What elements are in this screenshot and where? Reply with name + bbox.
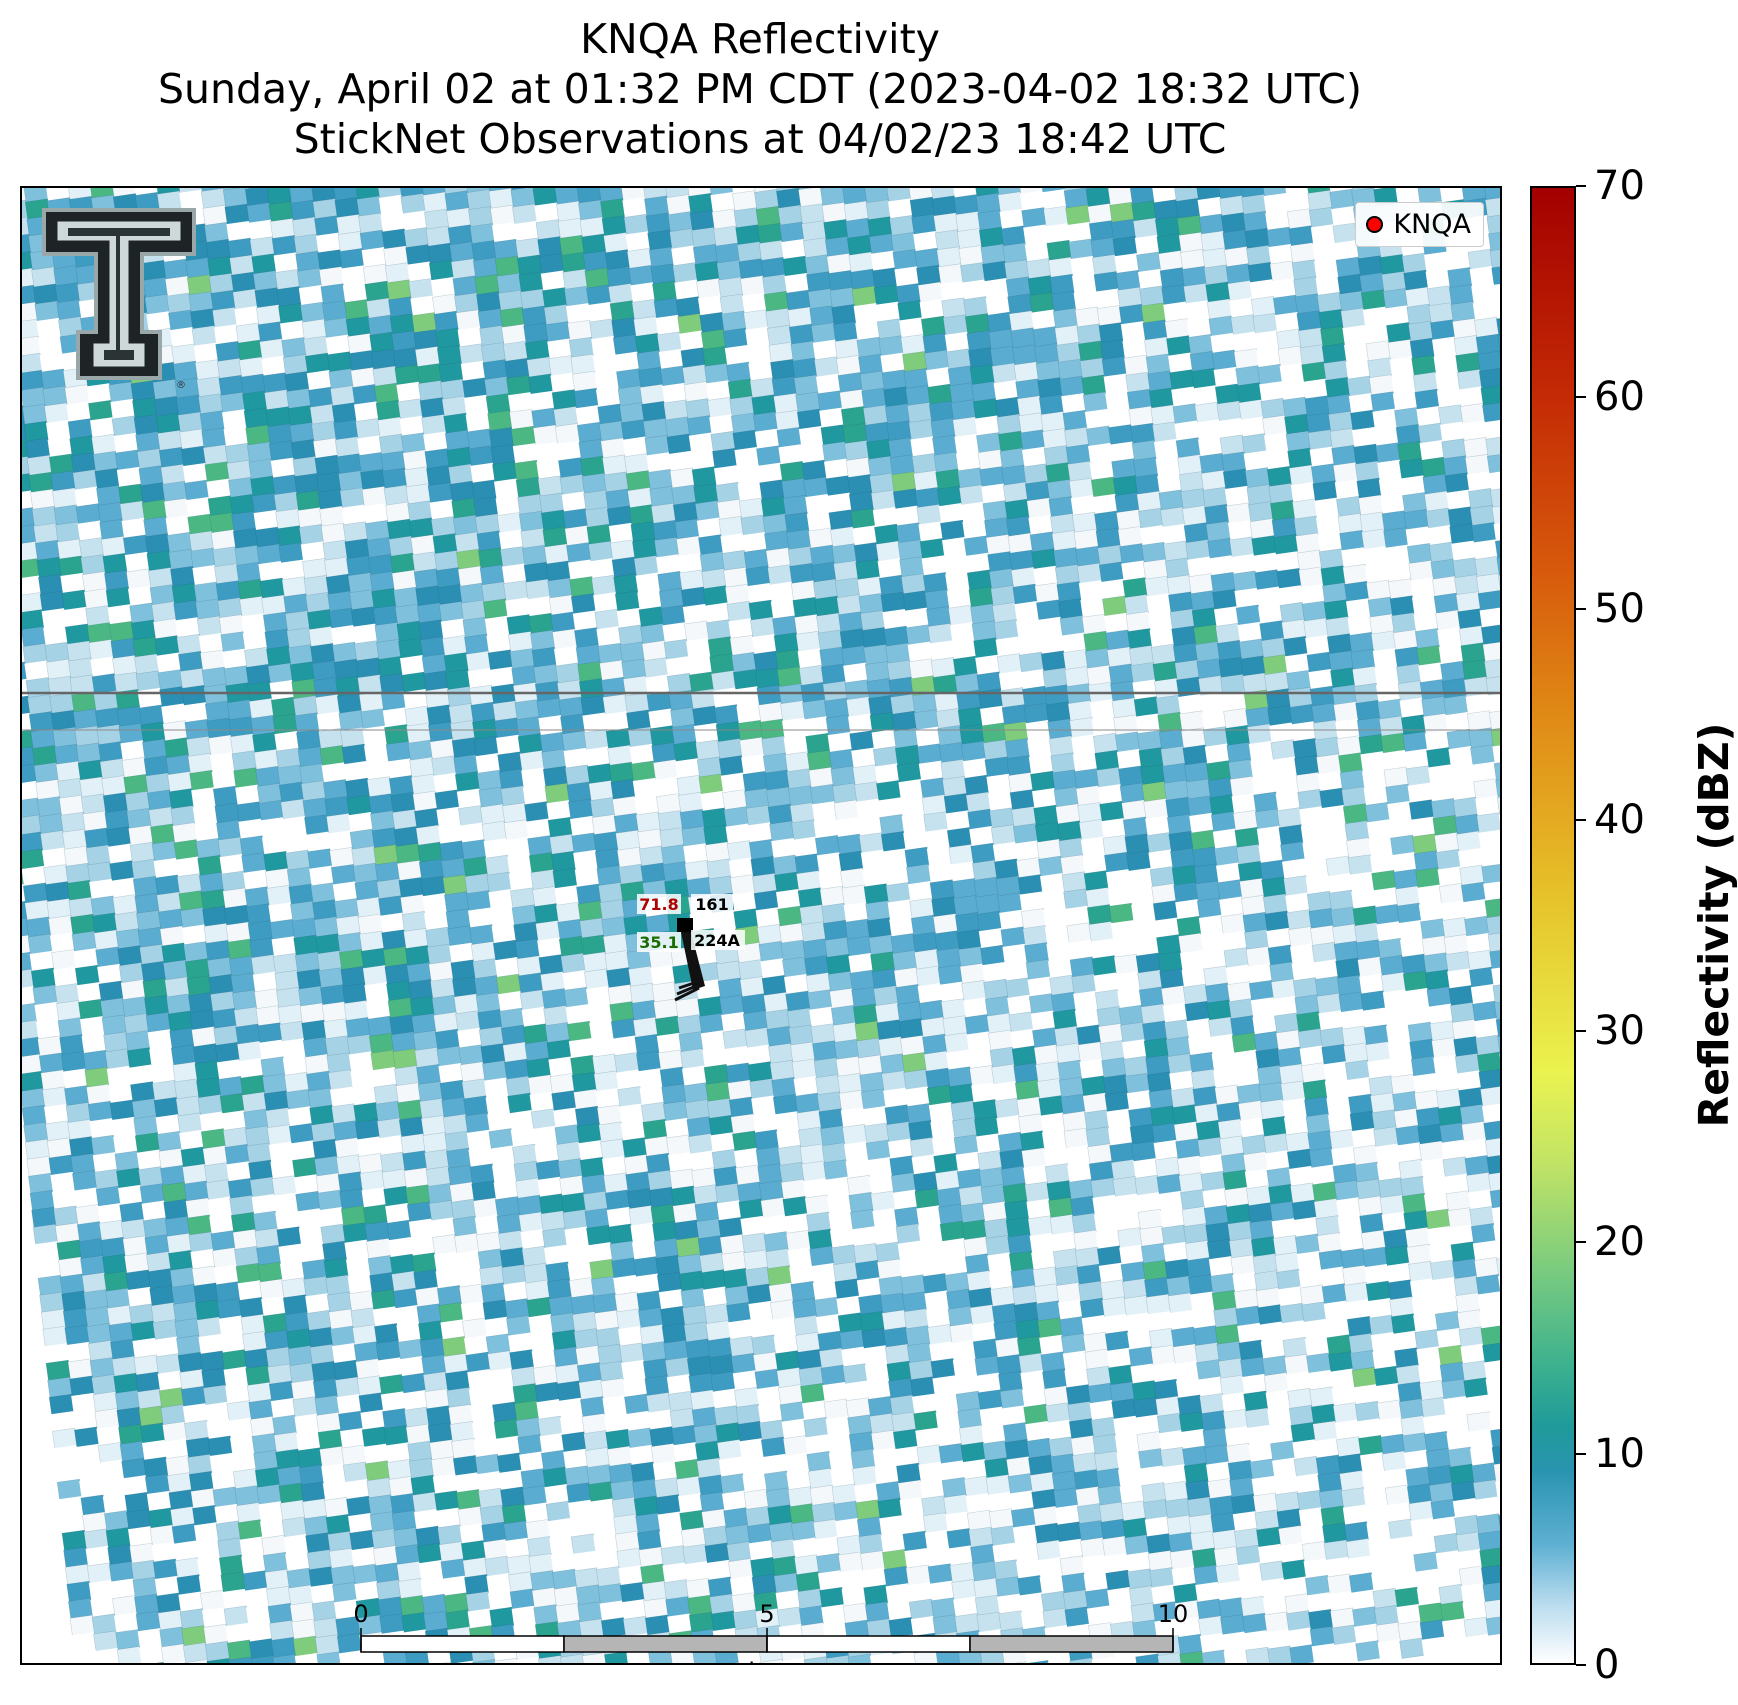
reflectivity-cell bbox=[784, 272, 810, 294]
reflectivity-cell bbox=[45, 188, 71, 202]
reflectivity-cell bbox=[1480, 384, 1500, 406]
reflectivity-cell bbox=[1023, 224, 1049, 246]
reflectivity-cell bbox=[1484, 419, 1500, 440]
reflectivity-cell bbox=[1486, 213, 1500, 235]
reflectivity-cell bbox=[1285, 191, 1311, 213]
reflectivity-cell bbox=[146, 311, 172, 332]
reflectivity-cell bbox=[674, 279, 700, 301]
reflectivity-cell bbox=[492, 222, 517, 243]
reflectivity-cell bbox=[1484, 658, 1500, 680]
reflectivity-cell bbox=[234, 305, 260, 327]
reflectivity-cell bbox=[273, 252, 299, 273]
reflectivity-cell bbox=[1480, 624, 1500, 646]
reflectivity-cell bbox=[380, 211, 406, 233]
reflectivity-cell bbox=[248, 219, 274, 241]
reflectivity-cell bbox=[671, 245, 697, 267]
reflectivity-cell bbox=[1481, 863, 1500, 885]
reflectivity-cell bbox=[1478, 829, 1500, 851]
reflectivity-cell bbox=[1284, 188, 1309, 196]
reflectivity-cell bbox=[1476, 812, 1500, 834]
reflectivity-cell bbox=[133, 188, 159, 196]
reflectivity-cell bbox=[1487, 931, 1500, 953]
reflectivity-cell bbox=[1485, 435, 1500, 457]
reflectivity-cell bbox=[1484, 897, 1500, 919]
title-line-2: Sunday, April 02 at 01:32 PM CDT (2023-0… bbox=[157, 65, 1362, 113]
reflectivity-cell bbox=[1484, 1136, 1500, 1158]
reflectivity-cell bbox=[36, 317, 62, 339]
reflectivity-field: ® 71.8 161 35.1 224A 0 bbox=[22, 188, 1500, 1663]
reflectivity-cell bbox=[342, 282, 368, 303]
reflectivity-cell bbox=[1479, 607, 1500, 628]
reflectivity-cell bbox=[316, 232, 341, 254]
reflectivity-cell bbox=[1480, 846, 1500, 868]
radar-map[interactable]: ® 71.8 161 35.1 224A 0 bbox=[20, 186, 1502, 1665]
map-title: KNQA Reflectivity Sunday, April 02 at 01… bbox=[20, 14, 1500, 164]
reflectivity-cell bbox=[1134, 234, 1160, 256]
reflectivity-cell bbox=[999, 208, 1025, 230]
reflectivity-cell bbox=[1395, 188, 1421, 206]
reflectivity-cell bbox=[1478, 1068, 1500, 1090]
reflectivity-cell bbox=[710, 191, 736, 213]
reflectivity-cell bbox=[1484, 196, 1500, 218]
reflectivity-cell bbox=[361, 247, 387, 268]
reflectivity-cell bbox=[341, 265, 367, 286]
reflectivity-cell bbox=[1480, 1085, 1500, 1107]
title-line-3: StickNet Observations at 04/02/23 18:42 … bbox=[293, 115, 1227, 163]
reflectivity-cell bbox=[378, 194, 404, 216]
reflectivity-cell bbox=[1486, 452, 1500, 474]
reflectivity-cell bbox=[1488, 230, 1500, 252]
reflectivity-cell bbox=[1477, 590, 1500, 612]
reflectivity-cell bbox=[540, 270, 566, 292]
reflectivity-cell bbox=[625, 231, 651, 252]
reflectivity-cell bbox=[410, 295, 436, 317]
reflectivity-cell bbox=[1024, 241, 1050, 263]
reflectivity-cell bbox=[781, 238, 807, 260]
reflectivity-cell bbox=[630, 282, 656, 303]
reflectivity-cell bbox=[514, 220, 539, 242]
reflectivity-cell bbox=[1265, 209, 1291, 231]
title-line-1: KNQA Reflectivity bbox=[580, 15, 940, 63]
reflectivity-cell bbox=[888, 198, 913, 219]
reflectivity-cell bbox=[1483, 880, 1500, 902]
reflectivity-cell bbox=[179, 189, 205, 211]
reflectivity-cell bbox=[1020, 190, 1045, 212]
reflectivity-cell bbox=[1263, 192, 1289, 214]
reflectivity-cell bbox=[622, 197, 648, 218]
reflectivity-cell bbox=[1483, 1119, 1500, 1141]
reflectivity-cell bbox=[1310, 224, 1336, 245]
reflectivity-cell bbox=[1152, 188, 1177, 204]
reflectivity-cell bbox=[1482, 401, 1500, 423]
reflectivity-cell bbox=[534, 202, 560, 224]
reflectivity-cell bbox=[226, 220, 252, 242]
reflectivity-cell bbox=[894, 266, 920, 287]
reflectivity-cell bbox=[1482, 1103, 1500, 1124]
reflectivity-cell bbox=[407, 261, 433, 283]
reflectivity-cell bbox=[1486, 914, 1500, 936]
reflectivity-cell bbox=[430, 277, 456, 298]
reflectivity-cell bbox=[298, 285, 324, 306]
reflectivity-cell bbox=[1197, 196, 1223, 218]
reflectivity-cell bbox=[913, 231, 939, 252]
reflectivity-cell bbox=[402, 210, 428, 232]
reflectivity-cell bbox=[1067, 221, 1093, 243]
reflectivity-cell bbox=[730, 188, 756, 195]
reflectivity-cell bbox=[952, 188, 978, 199]
reflectivity-cell bbox=[1439, 188, 1465, 203]
reflectivity-cell bbox=[870, 250, 896, 272]
reflectivity-cell bbox=[1478, 367, 1500, 389]
reflectivity-cell bbox=[1042, 189, 1067, 210]
reflectivity-cell bbox=[1045, 223, 1071, 244]
reflectivity-cell bbox=[1482, 641, 1500, 663]
reflectivity-cell bbox=[1331, 205, 1357, 227]
